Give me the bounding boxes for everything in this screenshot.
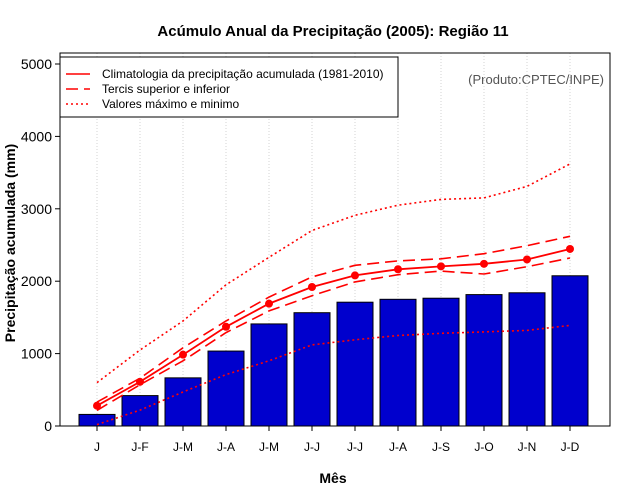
bar <box>508 292 546 427</box>
bar <box>422 297 460 427</box>
x-tick-label: J <box>94 440 100 454</box>
y-tick-label: 2000 <box>21 273 52 289</box>
legend-label: Climatologia da precipitação acumulada (… <box>102 67 384 81</box>
x-tick-label: J-A <box>389 440 407 454</box>
series-line <box>96 257 571 412</box>
y-tick-label: 4000 <box>21 128 52 144</box>
x-tick-label: J-S <box>432 440 450 454</box>
series-line <box>96 235 571 403</box>
series-point <box>351 271 359 280</box>
y-axis-label: Precipitação acumulada (mm) <box>2 144 18 342</box>
legend-box <box>59 56 399 118</box>
y-tick-label: 5000 <box>21 56 52 72</box>
series-point <box>394 265 402 274</box>
x-tick-label: J-A <box>217 440 235 454</box>
series-point <box>222 322 230 331</box>
x-tick-label: J-N <box>518 440 537 454</box>
bar <box>207 350 245 427</box>
x-tick-label: J-F <box>131 440 148 454</box>
bar <box>250 323 288 427</box>
series-point <box>480 259 488 268</box>
series-point <box>265 299 273 308</box>
series-point <box>308 282 316 291</box>
legend-label: Valores máximo e minimo <box>102 97 239 111</box>
series-point <box>437 262 445 271</box>
y-tick-label: 0 <box>44 418 52 434</box>
bar <box>551 275 589 427</box>
bar <box>379 298 417 427</box>
series-line <box>96 248 571 407</box>
bar <box>336 301 374 427</box>
series-line <box>96 163 571 384</box>
legend-label: Tercis superior e inferior <box>102 82 230 96</box>
x-tick-label: J-D <box>561 440 580 454</box>
x-tick-label: J-O <box>474 440 493 454</box>
x-tick-label: J-J <box>304 440 320 454</box>
bar <box>465 294 503 427</box>
series-point <box>179 350 187 359</box>
y-tick-label: 1000 <box>21 346 52 362</box>
y-tick-label: 3000 <box>21 201 52 217</box>
bar <box>164 377 202 427</box>
series-point <box>523 255 531 264</box>
series-line <box>96 324 571 426</box>
plot-frame <box>59 52 611 427</box>
credit-text: (Produto:CPTEC/INPE) <box>468 72 604 87</box>
series-point <box>566 244 574 253</box>
series-point <box>93 401 101 410</box>
bar <box>293 312 331 427</box>
x-tick-label: J-M <box>259 440 279 454</box>
x-axis-label: Mês <box>319 470 346 486</box>
chart-title: Acúmulo Anual da Precipitação (2005): Re… <box>157 23 508 40</box>
x-tick-label: J-J <box>347 440 363 454</box>
x-tick-label: J-M <box>173 440 193 454</box>
